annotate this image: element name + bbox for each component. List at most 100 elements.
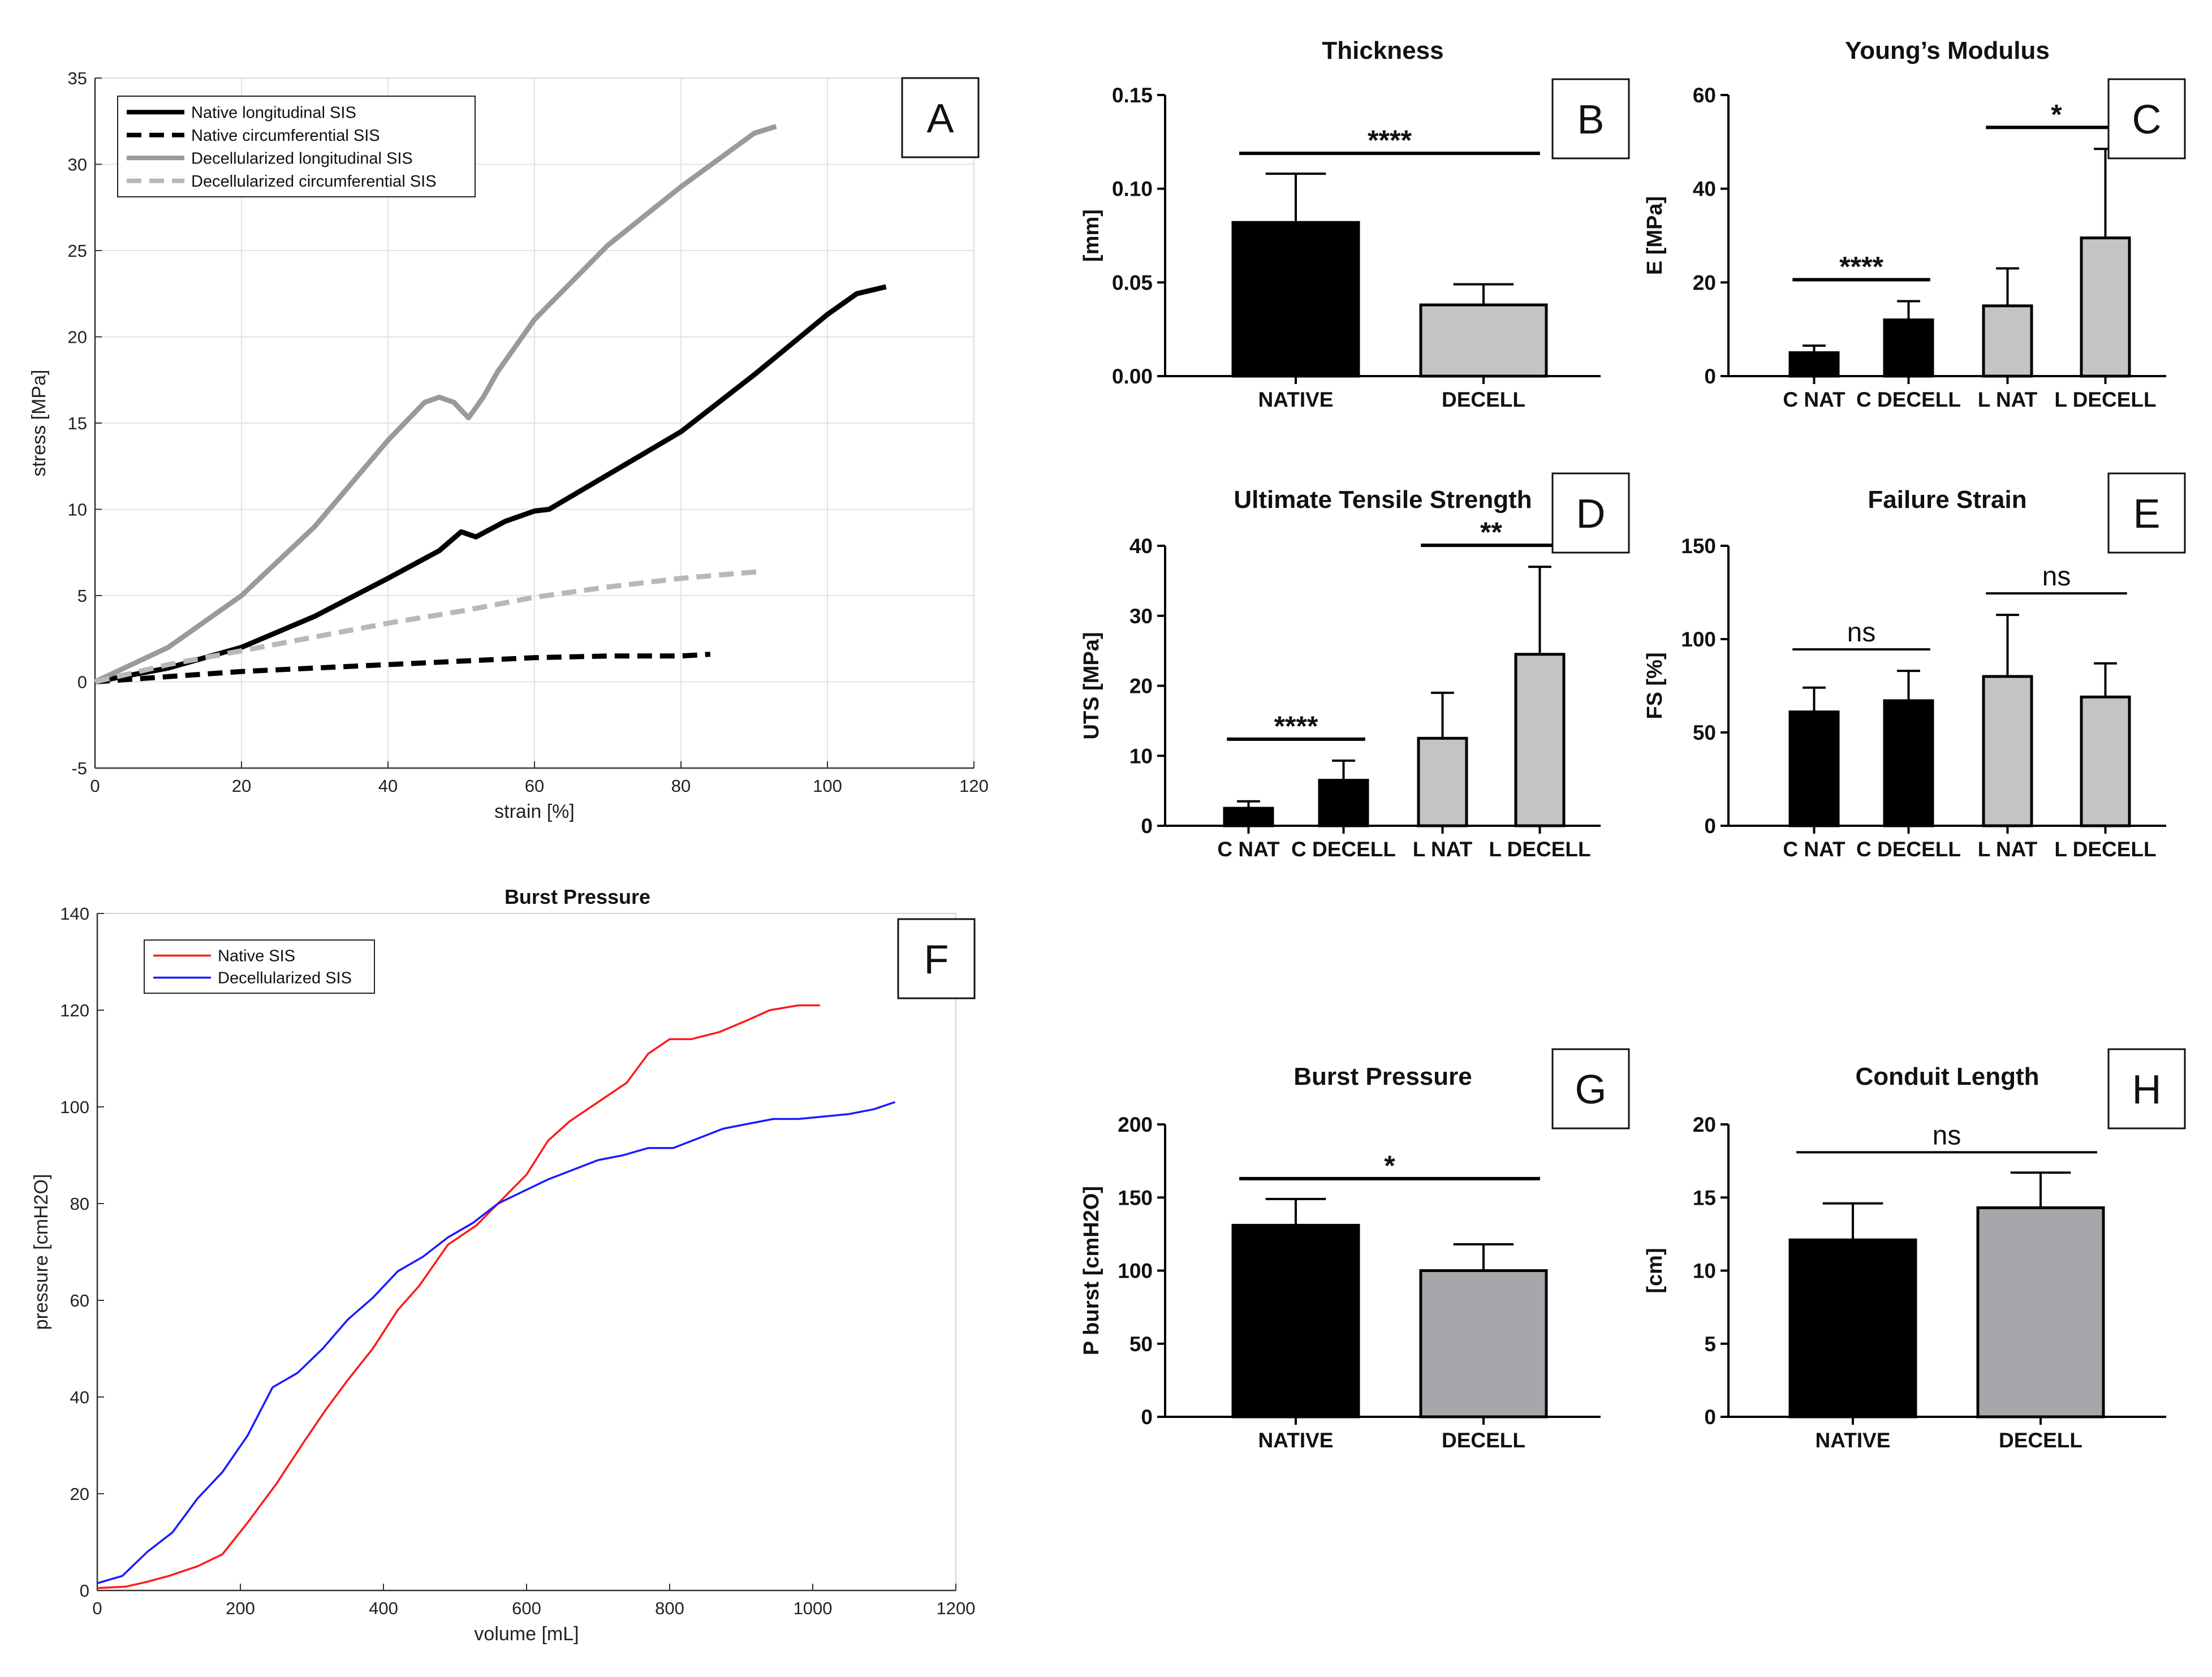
y-tick-label: 150 [1681,534,1716,558]
panel-D: C NAT C DECELL L NAT L DECELL 0 10 20 30 40 UTS [… [1080,472,1630,861]
legend: Native longitudinal SIS Native circumfere… [117,96,476,197]
y-axis-title: P burst [cmH2O] [1080,1186,1103,1355]
bar-1 [1788,710,1840,827]
y-axis-title: UTS [MPa] [1080,632,1103,740]
y-tick-label: 80 [70,1194,89,1214]
bar-2 [1883,699,1934,827]
y-tick-label: 50 [1693,721,1716,744]
bar-4 [2080,695,2131,827]
x-tick-label: 100 [813,776,842,796]
x-tick-label: 200 [226,1598,255,1618]
y-tick-label: 20 [68,327,87,347]
y-tick-label: 30 [1129,605,1153,628]
panel-label: E [2133,492,2160,537]
bar-1 [1231,221,1360,378]
legend-label: Native SIS [218,947,295,965]
category-label: C DECELL [1856,838,1961,861]
category-label: C NAT [1217,838,1280,861]
plot-area [97,913,956,1590]
bar-2 [1419,303,1548,378]
y-tick-label: 200 [1118,1113,1153,1136]
bar-4 [2080,236,2131,378]
significance-label: ns [1933,1120,1961,1150]
category-label: C DECELL [1856,388,1961,411]
x-tick-label: 600 [512,1598,541,1618]
significance-label: ns [1847,618,1876,648]
legend: Native SIS Decellularized SIS [144,939,375,994]
y-tick-label: 10 [1129,744,1153,768]
y-tick-label: -5 [71,758,87,778]
bar-1 [1788,351,1840,378]
bar-2 [1883,318,1934,378]
y-tick-label: 35 [68,68,87,88]
significance-label: * [2051,98,2062,130]
bar-4 [1514,653,1566,827]
y-tick-label: 140 [60,904,89,924]
y-tick-label: 40 [1129,534,1153,558]
panel-label: C [2132,97,2162,143]
y-tick-label: 30 [68,155,87,175]
chart-title: Thickness [1322,37,1443,64]
category-label: L DECELL [2054,388,2156,411]
y-tick-label: 100 [1681,628,1716,651]
bar-3 [1982,675,2033,827]
y-tick-label: 15 [68,413,87,433]
legend-label: Decellularized circumferential SIS [191,173,437,191]
significance-label: ns [2042,562,2071,592]
y-tick-label: 10 [1693,1260,1716,1283]
panel-label-box [897,918,976,999]
significance-label: * [1384,1150,1395,1182]
panel-label-box [2107,78,2186,159]
panel-label: F [924,937,949,982]
y-axis-title: FS [%] [1643,652,1667,719]
panel-label-box [2107,472,2186,554]
x-tick-label: 0 [92,1598,102,1618]
y-tick-label: 40 [70,1387,89,1407]
chart-title: Burst Pressure [1293,1063,1472,1090]
bar-2 [1419,1269,1548,1419]
bar-2 [1318,779,1369,827]
y-axis-title: E [MPa] [1643,196,1667,275]
panel-label: D [1576,492,1606,537]
chart-title: Ultimate Tensile Strength [1234,486,1532,514]
panel-C: C NAT C DECELL L NAT L DECELL 0 20 40 60 E [MPa]… [1643,37,2186,411]
series-line-1 [97,1004,820,1589]
y-tick-label: 5 [1704,1333,1716,1356]
category-label: DECELL [1442,388,1525,411]
panel-label-box [1551,472,1630,554]
category-label: NATIVE [1258,388,1334,411]
series-line-2 [97,1101,896,1584]
category-label: NATIVE [1258,1429,1334,1452]
y-tick-label: 15 [1693,1186,1716,1209]
legend-label: Native circumferential SIS [191,127,380,145]
series-line-2 [94,652,711,684]
y-tick-label: 0.10 [1112,178,1153,201]
y-tick-label: 0.00 [1112,365,1153,388]
panel-label-box [1551,1048,1630,1130]
y-axis-title: stress [MPa] [28,370,50,477]
x-tick-label: 400 [369,1598,398,1618]
chart-title: Failure Strain [1868,486,2026,514]
y-axis-title: [mm] [1080,209,1103,262]
y-tick-label: 0 [1141,814,1153,838]
y-tick-label: 40 [1693,178,1716,201]
chart-title: Burst Pressure [505,885,650,908]
bar-3 [1417,736,1468,827]
y-tick-label: 120 [60,1001,89,1020]
y-tick-label: 0.15 [1112,84,1153,107]
y-tick-label: 20 [1693,1113,1716,1136]
x-tick-label: 1000 [794,1598,833,1618]
bar-1 [1231,1223,1360,1419]
x-axis-title: volume [mL] [474,1623,579,1645]
panel-label: B [1577,97,1604,143]
y-tick-label: 0 [1704,814,1716,838]
chart-title: Young’s Modulus [1845,37,2050,64]
panel-G: NATIVE DECELL 0 50 100 150 200 P burst [cmH2O] B… [1080,1048,1630,1452]
panel-H: NATIVE DECELL 0 5 10 15 20 [cm] Conduit Length ns… [1643,1048,2186,1452]
category-label: L NAT [1978,388,2038,411]
series-line-1 [94,284,887,684]
category-label: DECELL [1999,1429,2082,1452]
y-axis-title: [cm] [1643,1248,1667,1293]
category-label: C NAT [1783,838,1846,861]
